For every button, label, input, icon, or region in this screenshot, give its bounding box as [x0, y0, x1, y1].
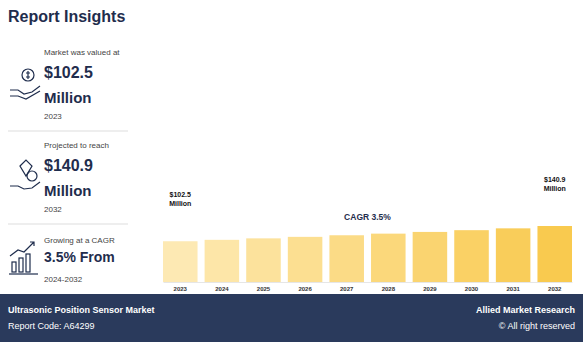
- insight-period: 2032: [44, 205, 62, 214]
- bar: [329, 235, 364, 282]
- background: [0, 0, 583, 342]
- insight-unit: Million: [44, 182, 92, 199]
- icons: [9, 69, 40, 274]
- insight-value: $140.9: [44, 157, 93, 174]
- annotation: $102.5Million: [169, 191, 191, 207]
- annotation-line: $140.9: [544, 176, 566, 184]
- x-tick: 2032: [548, 282, 562, 292]
- chart: 2023 2024 2025 2026 2027 2028 2029 2030 2031 2032…: [163, 176, 573, 292]
- report-name: Ultrasonic Position Sensor Market: [8, 305, 155, 315]
- footer-band: [0, 294, 583, 342]
- insight-period: 2023: [44, 112, 62, 121]
- icon-part: [19, 258, 23, 272]
- bar: [288, 237, 323, 282]
- insight-label: Projected to reach: [44, 141, 109, 150]
- x-tick-label: 2032: [548, 286, 562, 292]
- insight-label: Market was valued at: [44, 48, 120, 57]
- bar: [413, 232, 448, 282]
- icon-part: [20, 160, 32, 176]
- x-tick: 2027: [340, 282, 354, 292]
- x-tick: 2023: [174, 282, 188, 292]
- bar: [537, 226, 572, 282]
- rights: © All right reserved: [499, 321, 575, 331]
- x-axis: 2023 2024 2025 2026 2027 2028 2029 2030 2031 2032: [164, 282, 573, 292]
- publisher: Allied Market Research: [476, 305, 575, 315]
- x-tick: 2026: [298, 282, 312, 292]
- x-tick: 2029: [423, 282, 437, 292]
- icon-part: [10, 182, 40, 189]
- bar: [163, 241, 198, 282]
- infographic: Report Insights Market was valued at $102.…: [0, 0, 583, 342]
- insight-value: $102.5: [44, 64, 93, 81]
- insight-label: Growing at a CAGR: [44, 236, 115, 245]
- annotations: $102.5Million$140.9MillionCAGR 3.5%: [169, 176, 566, 222]
- x-tick-label: 2028: [382, 286, 396, 292]
- icon-part: [10, 86, 40, 99]
- x-tick-label: 2029: [423, 286, 437, 292]
- x-tick-label: 2025: [257, 286, 271, 292]
- icon-part: [26, 71, 30, 79]
- x-tick-label: 2027: [340, 286, 354, 292]
- bar: [454, 230, 489, 282]
- panel-title: Report Insights: [8, 8, 125, 25]
- x-tick-label: 2030: [465, 286, 479, 292]
- footer: Ultrasonic Position Sensor Market Report …: [0, 294, 583, 342]
- annotation-line: Million: [544, 185, 566, 192]
- x-tick: 2028: [382, 282, 396, 292]
- x-tick-label: 2031: [506, 286, 520, 292]
- annotation-cagr: CAGR 3.5%: [344, 212, 391, 222]
- x-tick: 2025: [257, 282, 271, 292]
- annotation-line: Million: [169, 200, 191, 207]
- bars: [163, 226, 572, 282]
- insight-value: 3.5% From: [44, 249, 115, 265]
- x-tick-label: 2023: [174, 286, 188, 292]
- icon-part: [9, 273, 38, 274]
- icon-part: [10, 242, 34, 256]
- divider: [8, 131, 128, 132]
- x-tick-label: 2024: [215, 286, 229, 292]
- insight-period: 2024-2032: [44, 275, 83, 284]
- bar: [205, 240, 240, 282]
- icon-part: [12, 262, 16, 272]
- divider: [8, 224, 128, 225]
- x-tick-label: 2026: [298, 286, 312, 292]
- insight-unit: Million: [44, 89, 92, 106]
- insights: Market was valued at $102.5 Million 2023 Pro…: [8, 48, 128, 284]
- annotation: $140.9Million: [544, 176, 566, 192]
- x-tick: 2024: [215, 282, 229, 292]
- report-code: Report Code: A64299: [8, 321, 95, 331]
- x-tick: 2030: [465, 282, 479, 292]
- bar: [371, 234, 406, 282]
- bar: [496, 228, 531, 282]
- icon-money: [10, 160, 40, 189]
- icon-growth: [9, 242, 38, 274]
- x-tick: 2031: [506, 282, 520, 292]
- icon-part: [26, 254, 30, 272]
- icon-hand-coin: [10, 69, 40, 99]
- bar: [246, 238, 281, 282]
- x-axis-line: [164, 282, 573, 283]
- annotation-line: $102.5: [170, 191, 192, 199]
- icon-part: [27, 171, 37, 181]
- icon-part: [22, 69, 34, 81]
